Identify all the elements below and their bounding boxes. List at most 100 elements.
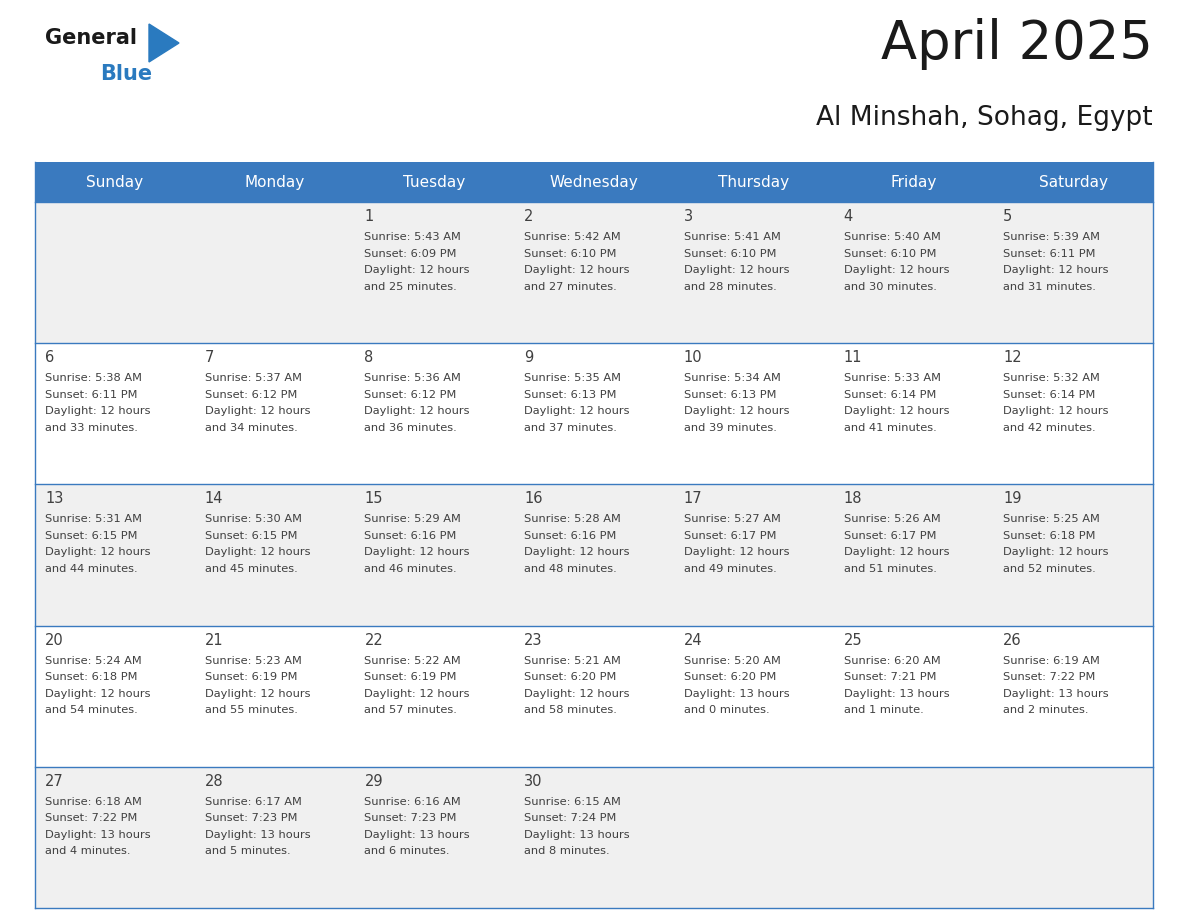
Text: and 57 minutes.: and 57 minutes. (365, 705, 457, 715)
Text: Thursday: Thursday (719, 174, 789, 189)
Text: and 42 minutes.: and 42 minutes. (1004, 422, 1095, 432)
Text: 8: 8 (365, 350, 374, 365)
Text: Sunset: 6:12 PM: Sunset: 6:12 PM (204, 390, 297, 399)
Text: Sunrise: 6:17 AM: Sunrise: 6:17 AM (204, 797, 302, 807)
Bar (34, 485, 1154, 625)
Text: Daylight: 12 hours: Daylight: 12 hours (45, 406, 151, 416)
Text: 29: 29 (365, 774, 383, 789)
Text: Sunrise: 5:30 AM: Sunrise: 5:30 AM (204, 514, 302, 524)
Text: 19: 19 (1004, 491, 1022, 507)
Text: 1: 1 (365, 209, 374, 224)
Text: Sunset: 6:10 PM: Sunset: 6:10 PM (524, 249, 617, 259)
Text: Sunset: 6:10 PM: Sunset: 6:10 PM (684, 249, 776, 259)
Text: Sunset: 6:14 PM: Sunset: 6:14 PM (1004, 390, 1095, 399)
Text: and 1 minute.: and 1 minute. (843, 705, 923, 715)
Text: Daylight: 12 hours: Daylight: 12 hours (843, 406, 949, 416)
Text: 13: 13 (45, 491, 63, 507)
Text: and 33 minutes.: and 33 minutes. (45, 422, 138, 432)
Text: 14: 14 (204, 491, 223, 507)
Text: 9: 9 (524, 350, 533, 365)
Text: Sunrise: 6:18 AM: Sunrise: 6:18 AM (45, 797, 141, 807)
Bar (34, 162, 1154, 202)
Text: Sunset: 6:20 PM: Sunset: 6:20 PM (524, 672, 617, 682)
Text: April 2025: April 2025 (881, 18, 1154, 70)
Text: Sunrise: 5:40 AM: Sunrise: 5:40 AM (843, 232, 941, 242)
Text: Daylight: 13 hours: Daylight: 13 hours (843, 688, 949, 699)
Text: and 54 minutes.: and 54 minutes. (45, 705, 138, 715)
Text: and 30 minutes.: and 30 minutes. (843, 282, 936, 292)
Text: Daylight: 13 hours: Daylight: 13 hours (524, 830, 630, 840)
Text: Sunrise: 6:15 AM: Sunrise: 6:15 AM (524, 797, 621, 807)
Text: 16: 16 (524, 491, 543, 507)
Text: Sunset: 7:22 PM: Sunset: 7:22 PM (45, 813, 138, 823)
Text: 28: 28 (204, 774, 223, 789)
Text: and 8 minutes.: and 8 minutes. (524, 846, 609, 856)
Text: 7: 7 (204, 350, 214, 365)
Text: Sunset: 7:23 PM: Sunset: 7:23 PM (365, 813, 457, 823)
Text: Sunset: 6:20 PM: Sunset: 6:20 PM (684, 672, 776, 682)
Text: Daylight: 12 hours: Daylight: 12 hours (204, 688, 310, 699)
Text: Tuesday: Tuesday (403, 174, 466, 189)
Bar (34, 767, 1154, 908)
Text: and 51 minutes.: and 51 minutes. (843, 564, 936, 574)
Text: Blue: Blue (100, 64, 152, 84)
Text: Sunrise: 5:21 AM: Sunrise: 5:21 AM (524, 655, 621, 666)
Bar (34, 625, 1154, 767)
Text: Sunset: 6:19 PM: Sunset: 6:19 PM (365, 672, 457, 682)
Text: Sunrise: 5:38 AM: Sunrise: 5:38 AM (45, 374, 143, 383)
Text: Daylight: 12 hours: Daylight: 12 hours (45, 547, 151, 557)
Text: Sunrise: 5:29 AM: Sunrise: 5:29 AM (365, 514, 461, 524)
Text: Sunrise: 5:24 AM: Sunrise: 5:24 AM (45, 655, 141, 666)
Text: Friday: Friday (890, 174, 936, 189)
Text: Sunrise: 5:43 AM: Sunrise: 5:43 AM (365, 232, 461, 242)
Text: 23: 23 (524, 633, 543, 647)
Text: 22: 22 (365, 633, 384, 647)
Text: and 28 minutes.: and 28 minutes. (684, 282, 777, 292)
Text: 5: 5 (1004, 209, 1012, 224)
Text: Sunrise: 5:22 AM: Sunrise: 5:22 AM (365, 655, 461, 666)
Text: 4: 4 (843, 209, 853, 224)
Text: 2: 2 (524, 209, 533, 224)
Text: Sunset: 6:12 PM: Sunset: 6:12 PM (365, 390, 457, 399)
Text: Sunrise: 5:37 AM: Sunrise: 5:37 AM (204, 374, 302, 383)
Text: Sunset: 6:13 PM: Sunset: 6:13 PM (684, 390, 776, 399)
Text: Daylight: 12 hours: Daylight: 12 hours (365, 688, 470, 699)
Text: Sunset: 6:18 PM: Sunset: 6:18 PM (1004, 531, 1095, 541)
Text: Daylight: 13 hours: Daylight: 13 hours (684, 688, 790, 699)
Text: 20: 20 (45, 633, 64, 647)
Text: Sunset: 7:23 PM: Sunset: 7:23 PM (204, 813, 297, 823)
Text: 18: 18 (843, 491, 862, 507)
Text: Daylight: 13 hours: Daylight: 13 hours (1004, 688, 1108, 699)
Text: and 41 minutes.: and 41 minutes. (843, 422, 936, 432)
Bar (34, 202, 1154, 343)
Text: Sunrise: 5:39 AM: Sunrise: 5:39 AM (1004, 232, 1100, 242)
Bar (34, 343, 1154, 485)
Text: 15: 15 (365, 491, 383, 507)
Text: Sunrise: 5:26 AM: Sunrise: 5:26 AM (843, 514, 941, 524)
Text: and 36 minutes.: and 36 minutes. (365, 422, 457, 432)
Text: Daylight: 12 hours: Daylight: 12 hours (684, 406, 789, 416)
Text: Sunrise: 5:20 AM: Sunrise: 5:20 AM (684, 655, 781, 666)
Text: Wednesday: Wednesday (550, 174, 638, 189)
Text: 30: 30 (524, 774, 543, 789)
Text: Sunrise: 5:35 AM: Sunrise: 5:35 AM (524, 374, 621, 383)
Text: Daylight: 12 hours: Daylight: 12 hours (684, 547, 789, 557)
Text: and 0 minutes.: and 0 minutes. (684, 705, 770, 715)
Text: 24: 24 (684, 633, 702, 647)
Text: Monday: Monday (245, 174, 304, 189)
Text: Sunset: 6:10 PM: Sunset: 6:10 PM (843, 249, 936, 259)
Text: Sunrise: 5:33 AM: Sunrise: 5:33 AM (843, 374, 941, 383)
Text: Daylight: 12 hours: Daylight: 12 hours (684, 265, 789, 275)
Text: Sunset: 6:09 PM: Sunset: 6:09 PM (365, 249, 457, 259)
Text: Daylight: 12 hours: Daylight: 12 hours (204, 406, 310, 416)
Text: 27: 27 (45, 774, 64, 789)
Text: and 45 minutes.: and 45 minutes. (204, 564, 297, 574)
Text: Daylight: 12 hours: Daylight: 12 hours (365, 265, 470, 275)
Text: Sunrise: 6:20 AM: Sunrise: 6:20 AM (843, 655, 941, 666)
Text: 26: 26 (1004, 633, 1022, 647)
Text: and 58 minutes.: and 58 minutes. (524, 705, 617, 715)
Text: Sunrise: 5:36 AM: Sunrise: 5:36 AM (365, 374, 461, 383)
Text: Sunrise: 6:16 AM: Sunrise: 6:16 AM (365, 797, 461, 807)
Text: Daylight: 12 hours: Daylight: 12 hours (45, 688, 151, 699)
Text: Sunrise: 5:25 AM: Sunrise: 5:25 AM (1004, 514, 1100, 524)
